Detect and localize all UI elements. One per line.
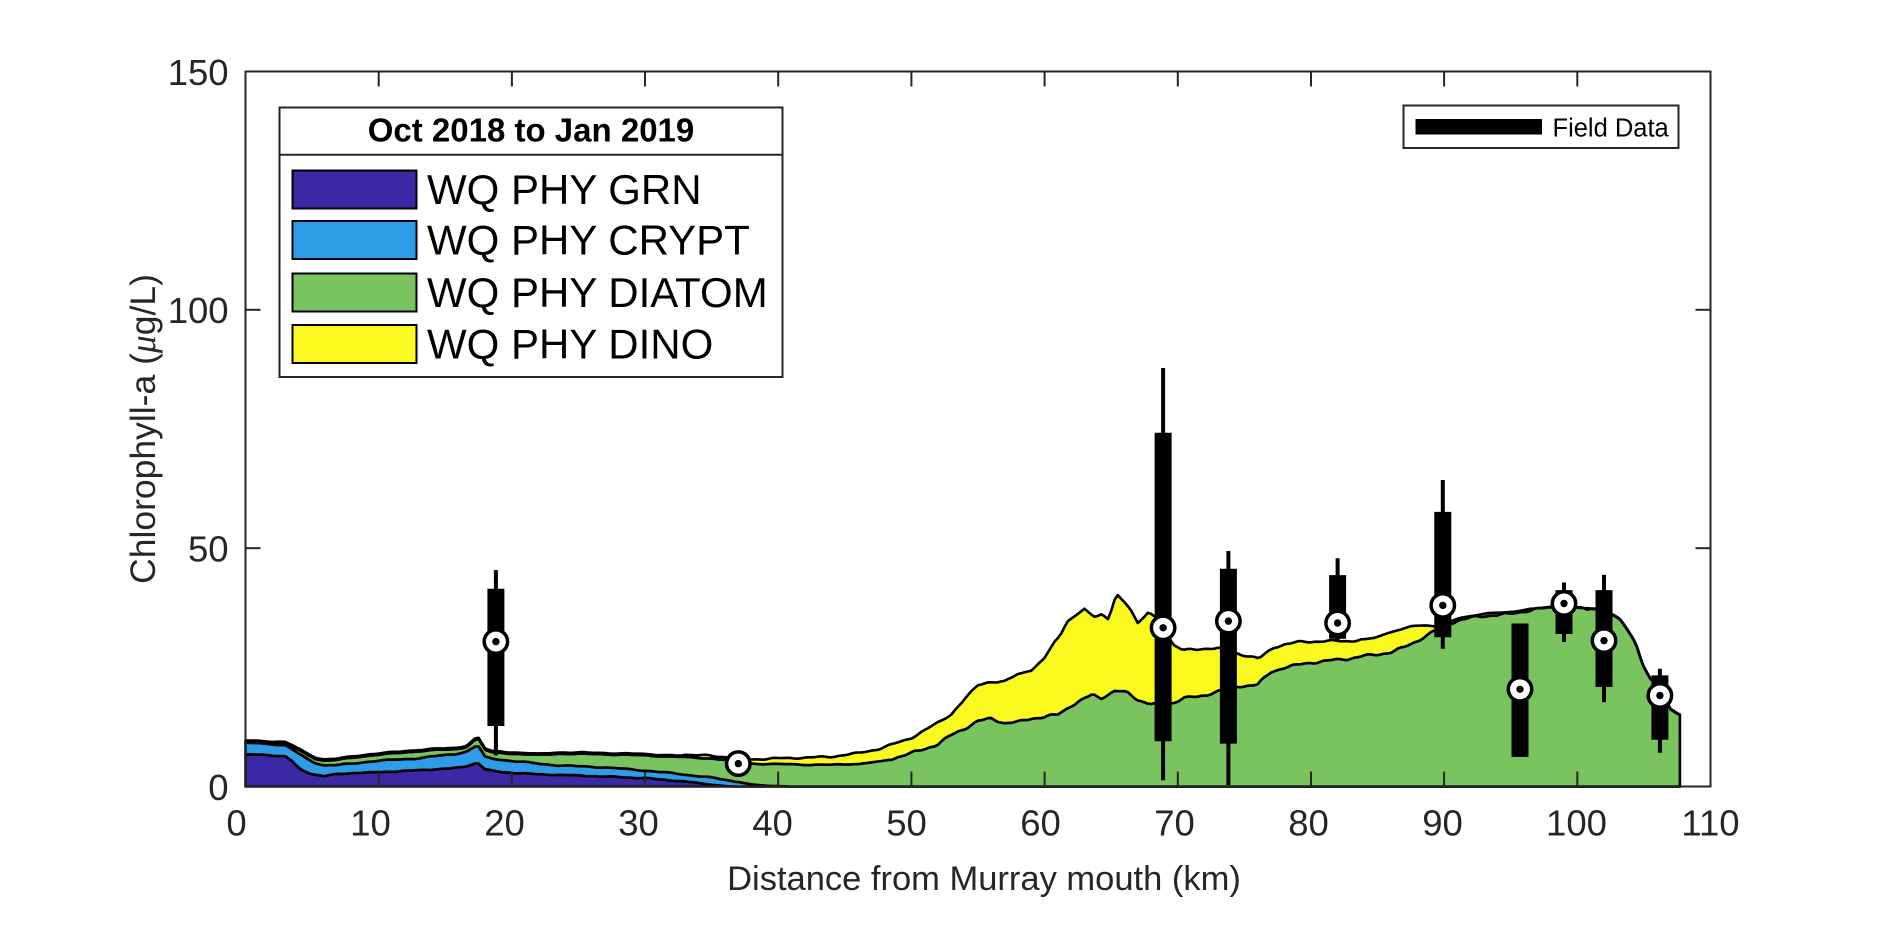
svg-text:40: 40: [752, 803, 793, 844]
svg-text:30: 30: [618, 803, 659, 844]
svg-text:WQ PHY GRN: WQ PHY GRN: [427, 166, 702, 213]
svg-text:10: 10: [350, 803, 391, 844]
svg-text:Chlorophyll-a (μg/L): Chlorophyll-a (μg/L): [123, 274, 163, 584]
svg-text:80: 80: [1288, 803, 1329, 844]
svg-text:50: 50: [188, 529, 229, 570]
svg-text:60: 60: [1020, 803, 1061, 844]
svg-text:WQ PHY DINO: WQ PHY DINO: [427, 321, 713, 368]
svg-text:100: 100: [168, 290, 229, 331]
svg-text:Oct 2018 to Jan 2019: Oct 2018 to Jan 2019: [368, 112, 695, 149]
svg-text:0: 0: [208, 767, 228, 808]
svg-text:Field Data: Field Data: [1553, 115, 1670, 143]
svg-text:WQ PHY CRYPT: WQ PHY CRYPT: [427, 217, 750, 264]
svg-text:Distance from Murray mouth (km: Distance from Murray mouth (km): [727, 860, 1241, 898]
svg-text:20: 20: [484, 803, 525, 844]
svg-text:WQ PHY DIATOM: WQ PHY DIATOM: [427, 269, 768, 316]
svg-text:150: 150: [168, 52, 229, 93]
svg-text:90: 90: [1422, 803, 1463, 844]
svg-text:110: 110: [1681, 803, 1739, 844]
svg-text:50: 50: [886, 803, 927, 844]
svg-text:100: 100: [1546, 803, 1607, 844]
svg-text:70: 70: [1154, 803, 1195, 844]
svg-text:0: 0: [226, 803, 246, 844]
